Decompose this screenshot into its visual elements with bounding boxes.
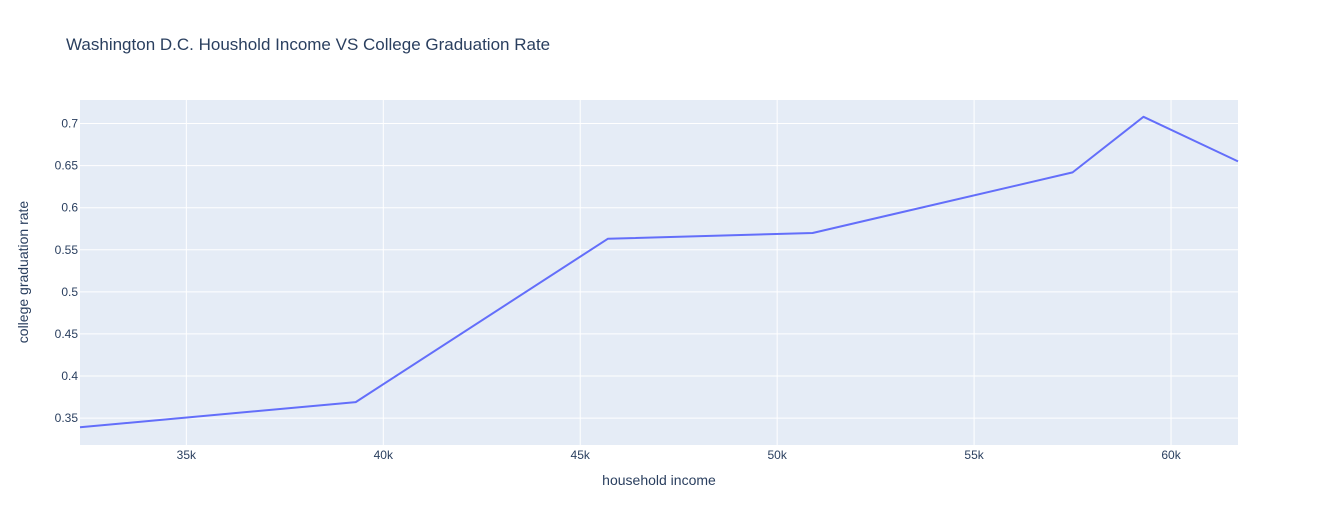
y-tick-label: 0.4: [61, 369, 78, 383]
x-tick-label: 35k: [177, 448, 197, 462]
x-tick-label: 50k: [767, 448, 787, 462]
series-line: [79, 115, 1239, 429]
y-tick-label: 0.5: [61, 285, 78, 299]
y-tick-label: 0.65: [55, 159, 79, 173]
x-tick-label: 40k: [374, 448, 394, 462]
y-tick-label: 0.6: [61, 201, 78, 215]
y-tick-label: 0.45: [55, 327, 79, 341]
plot-area: [80, 100, 1238, 445]
y-axis-ticks: 0.35 0.4 0.45 0.5 0.55 0.6 0.65 0.7: [55, 117, 79, 426]
x-axis-ticks: 35k 40k 45k 50k 55k 60k: [177, 448, 1182, 462]
chart-title: Washington D.C. Houshold Income VS Colle…: [66, 35, 550, 54]
x-tick-label: 60k: [1161, 448, 1181, 462]
x-axis-title: household income: [602, 472, 716, 488]
x-tick-label: 55k: [964, 448, 984, 462]
series-layer: [79, 115, 1239, 429]
y-tick-label: 0.7: [61, 117, 78, 131]
y-tick-label: 0.35: [55, 411, 79, 425]
gridlines: [80, 100, 1238, 445]
y-tick-label: 0.55: [55, 243, 79, 257]
x-tick-label: 45k: [571, 448, 591, 462]
y-axis-title: college graduation rate: [15, 201, 31, 344]
